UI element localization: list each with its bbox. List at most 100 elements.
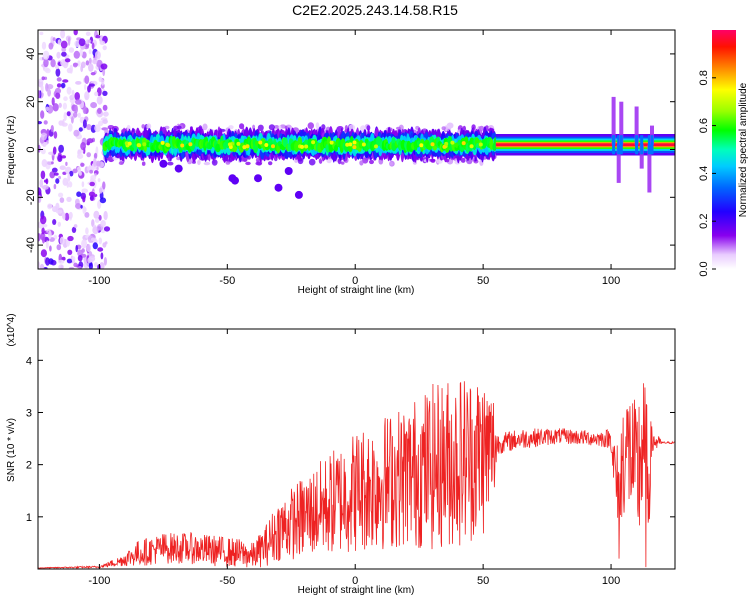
spectrogram-cell bbox=[56, 83, 62, 88]
spectrogram-cell bbox=[49, 245, 52, 252]
spectrogram-cell bbox=[65, 161, 68, 166]
spectrogram-cell bbox=[67, 235, 74, 242]
spectrogram-cell bbox=[647, 135, 651, 155]
spectrogram-cell bbox=[84, 75, 90, 84]
spectrogram-cell bbox=[67, 249, 73, 255]
spectrogram-cell bbox=[38, 144, 41, 153]
spectrogram-cell bbox=[197, 159, 201, 166]
spectrogram-cell bbox=[619, 101, 624, 145]
spectrogram-cell bbox=[57, 154, 63, 162]
spectrogram-cell bbox=[61, 122, 68, 127]
spectrogram-cell bbox=[66, 111, 71, 117]
spectrogram-cell bbox=[88, 49, 92, 55]
spectrogram-cell bbox=[374, 144, 378, 149]
spectrogram-cell bbox=[51, 161, 54, 165]
spectrogram-cell bbox=[76, 166, 81, 174]
y-tick-label: 4 bbox=[26, 355, 32, 367]
spectrogram-cell bbox=[88, 57, 92, 65]
spectrogram-cell bbox=[40, 110, 45, 119]
spectrogram-cell bbox=[38, 121, 42, 125]
spectrogram-x-ticks: -100 -50 0 50 100 bbox=[88, 30, 620, 287]
spectrogram-cell bbox=[52, 37, 56, 41]
spectrogram-cell bbox=[611, 96, 616, 145]
spectrogram-cell bbox=[142, 142, 147, 147]
spectrogram-cell bbox=[619, 135, 623, 155]
spectrogram-cell bbox=[88, 262, 93, 269]
spectrogram-cell bbox=[73, 262, 78, 268]
spectrogram-cell bbox=[102, 90, 108, 96]
x-tick-label: 50 bbox=[477, 275, 489, 287]
spectrogram-cell bbox=[96, 166, 99, 171]
spectrogram-cell bbox=[81, 188, 88, 194]
spectrogram-cell bbox=[53, 172, 59, 176]
spectrogram-cell bbox=[84, 84, 87, 91]
spectrogram-cell bbox=[173, 125, 179, 131]
spectrogram-cell bbox=[95, 160, 101, 167]
x-tick-label: 100 bbox=[602, 275, 620, 287]
snr-frame bbox=[37, 328, 676, 570]
spectrogram-cell bbox=[94, 50, 101, 60]
spectrogram-cell bbox=[102, 67, 106, 77]
spectrogram-cell bbox=[92, 57, 98, 65]
spectrogram-cell bbox=[51, 97, 55, 106]
spectrogram-cell bbox=[52, 219, 57, 225]
spectrogram-cell bbox=[159, 159, 168, 168]
spectrogram-cell bbox=[444, 141, 449, 146]
spectrogram-cell bbox=[60, 30, 66, 39]
spectrogram-cell bbox=[56, 244, 62, 251]
spectrogram-cell bbox=[255, 161, 262, 166]
spectrogram-cell bbox=[84, 91, 90, 101]
spectrogram-cell bbox=[352, 145, 357, 150]
spectrogram-cell bbox=[174, 164, 183, 173]
spectrogram-cell bbox=[97, 200, 102, 209]
spectrogram-cell bbox=[93, 152, 98, 159]
spectrogram-cell bbox=[48, 42, 54, 50]
y-tick-label: 1 bbox=[26, 512, 32, 524]
chart-title: C2E2.2025.243.14.58.R15 bbox=[292, 2, 458, 18]
spectrogram-cell bbox=[311, 140, 316, 145]
spectrogram-cell bbox=[86, 152, 91, 158]
spectrogram-cell bbox=[348, 142, 353, 147]
spectrogram-cell bbox=[66, 258, 73, 264]
spectrogram-cell bbox=[100, 220, 106, 227]
spectrogram-cell bbox=[86, 138, 94, 144]
spectrogram-cell bbox=[225, 161, 231, 165]
spectrogram-cell bbox=[42, 50, 50, 60]
spectrogram-cell bbox=[165, 142, 170, 147]
spectrogram-cell bbox=[40, 215, 47, 225]
spectrogram-cell bbox=[73, 129, 80, 137]
spectrogram-cell bbox=[102, 104, 108, 111]
spectrogram-cell bbox=[245, 144, 250, 149]
spectrogram-cell bbox=[329, 140, 334, 145]
colorbar-tick-label: 0.8 bbox=[698, 70, 710, 85]
spectrogram-cell bbox=[58, 264, 64, 269]
snr-series-line bbox=[38, 381, 675, 569]
spectrogram-cell bbox=[634, 106, 639, 145]
spectrogram-cell bbox=[640, 135, 644, 155]
colorbar-label: Normalized spectral amplitude bbox=[738, 82, 749, 217]
spectrogram-cell bbox=[55, 202, 60, 211]
spectrogram-cell bbox=[460, 157, 466, 163]
spectrogram-cell bbox=[231, 176, 239, 185]
spectrogram-cell bbox=[45, 106, 50, 112]
colorbar-tick-label: 0.2 bbox=[698, 214, 710, 229]
spectrogram-cell bbox=[307, 122, 314, 130]
spectrogram-cell bbox=[61, 256, 66, 261]
spectrogram-cell bbox=[203, 161, 211, 166]
spectrogram-cell bbox=[67, 36, 71, 46]
spectrogram-cell bbox=[44, 76, 48, 81]
spectrogram-cell bbox=[78, 266, 82, 269]
spectrogram-cell bbox=[639, 144, 644, 169]
spectrogram-cell bbox=[284, 167, 293, 175]
y-tick-label: -20 bbox=[25, 189, 37, 205]
spectrogram-cell bbox=[77, 112, 82, 118]
spectrogram-cell bbox=[75, 203, 82, 209]
spectrogram-cell bbox=[66, 67, 73, 74]
spectrogram-cell bbox=[45, 178, 49, 185]
spectrogram-cell bbox=[180, 143, 185, 148]
spectrogram-cell bbox=[63, 96, 68, 102]
x-tick-label: -50 bbox=[219, 575, 235, 587]
spectrogram-cell bbox=[396, 126, 401, 130]
spectrogram-cell bbox=[79, 48, 83, 57]
spectrogram-cell bbox=[45, 240, 49, 249]
